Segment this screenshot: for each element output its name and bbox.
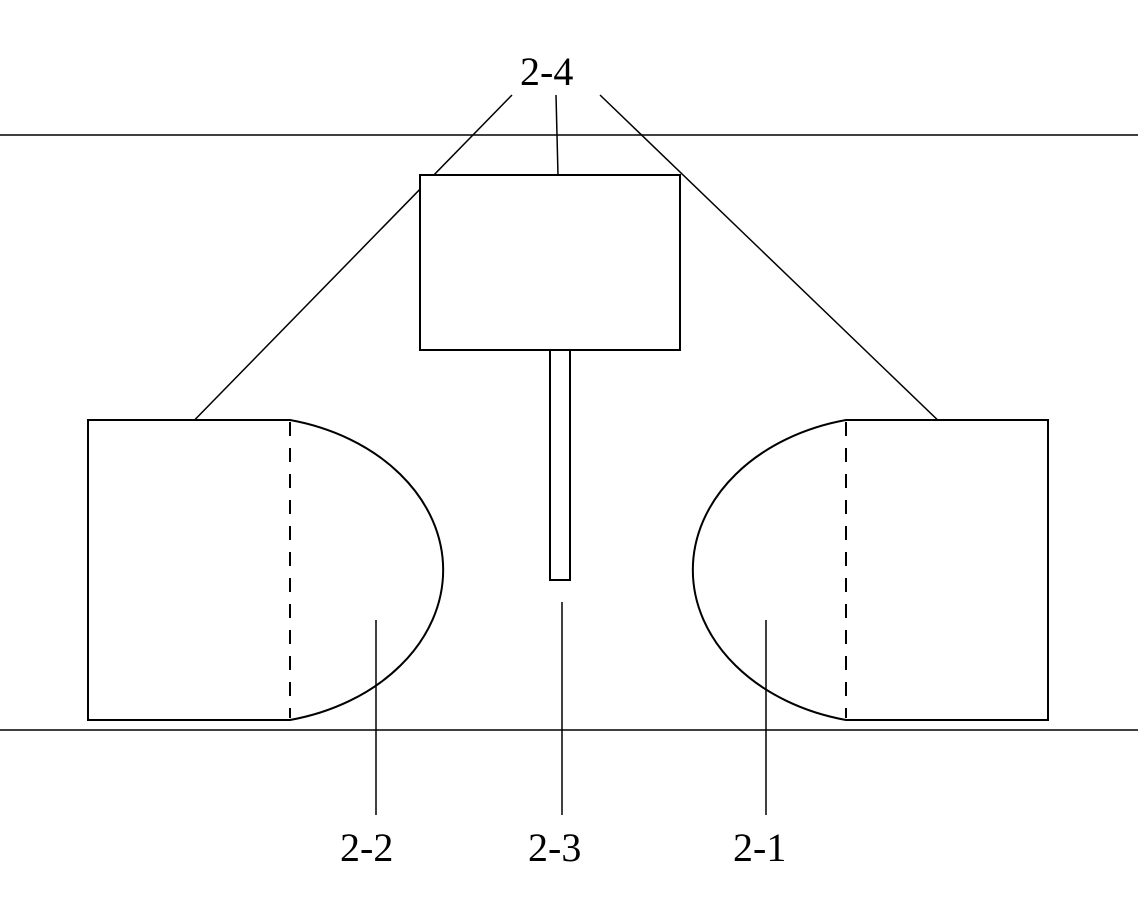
label-2-4: 2-4: [520, 48, 573, 95]
left-block: [88, 420, 443, 720]
label-2-1: 2-1: [733, 824, 786, 871]
label-2-3: 2-3: [528, 824, 581, 871]
diagram-svg: [0, 0, 1138, 897]
leader-line: [556, 95, 558, 175]
diagram-canvas: 2-4 2-2 2-3 2-1: [0, 0, 1138, 897]
top-block: [420, 175, 680, 350]
stem: [550, 350, 570, 580]
label-2-2: 2-2: [340, 824, 393, 871]
right-block: [693, 420, 1048, 720]
